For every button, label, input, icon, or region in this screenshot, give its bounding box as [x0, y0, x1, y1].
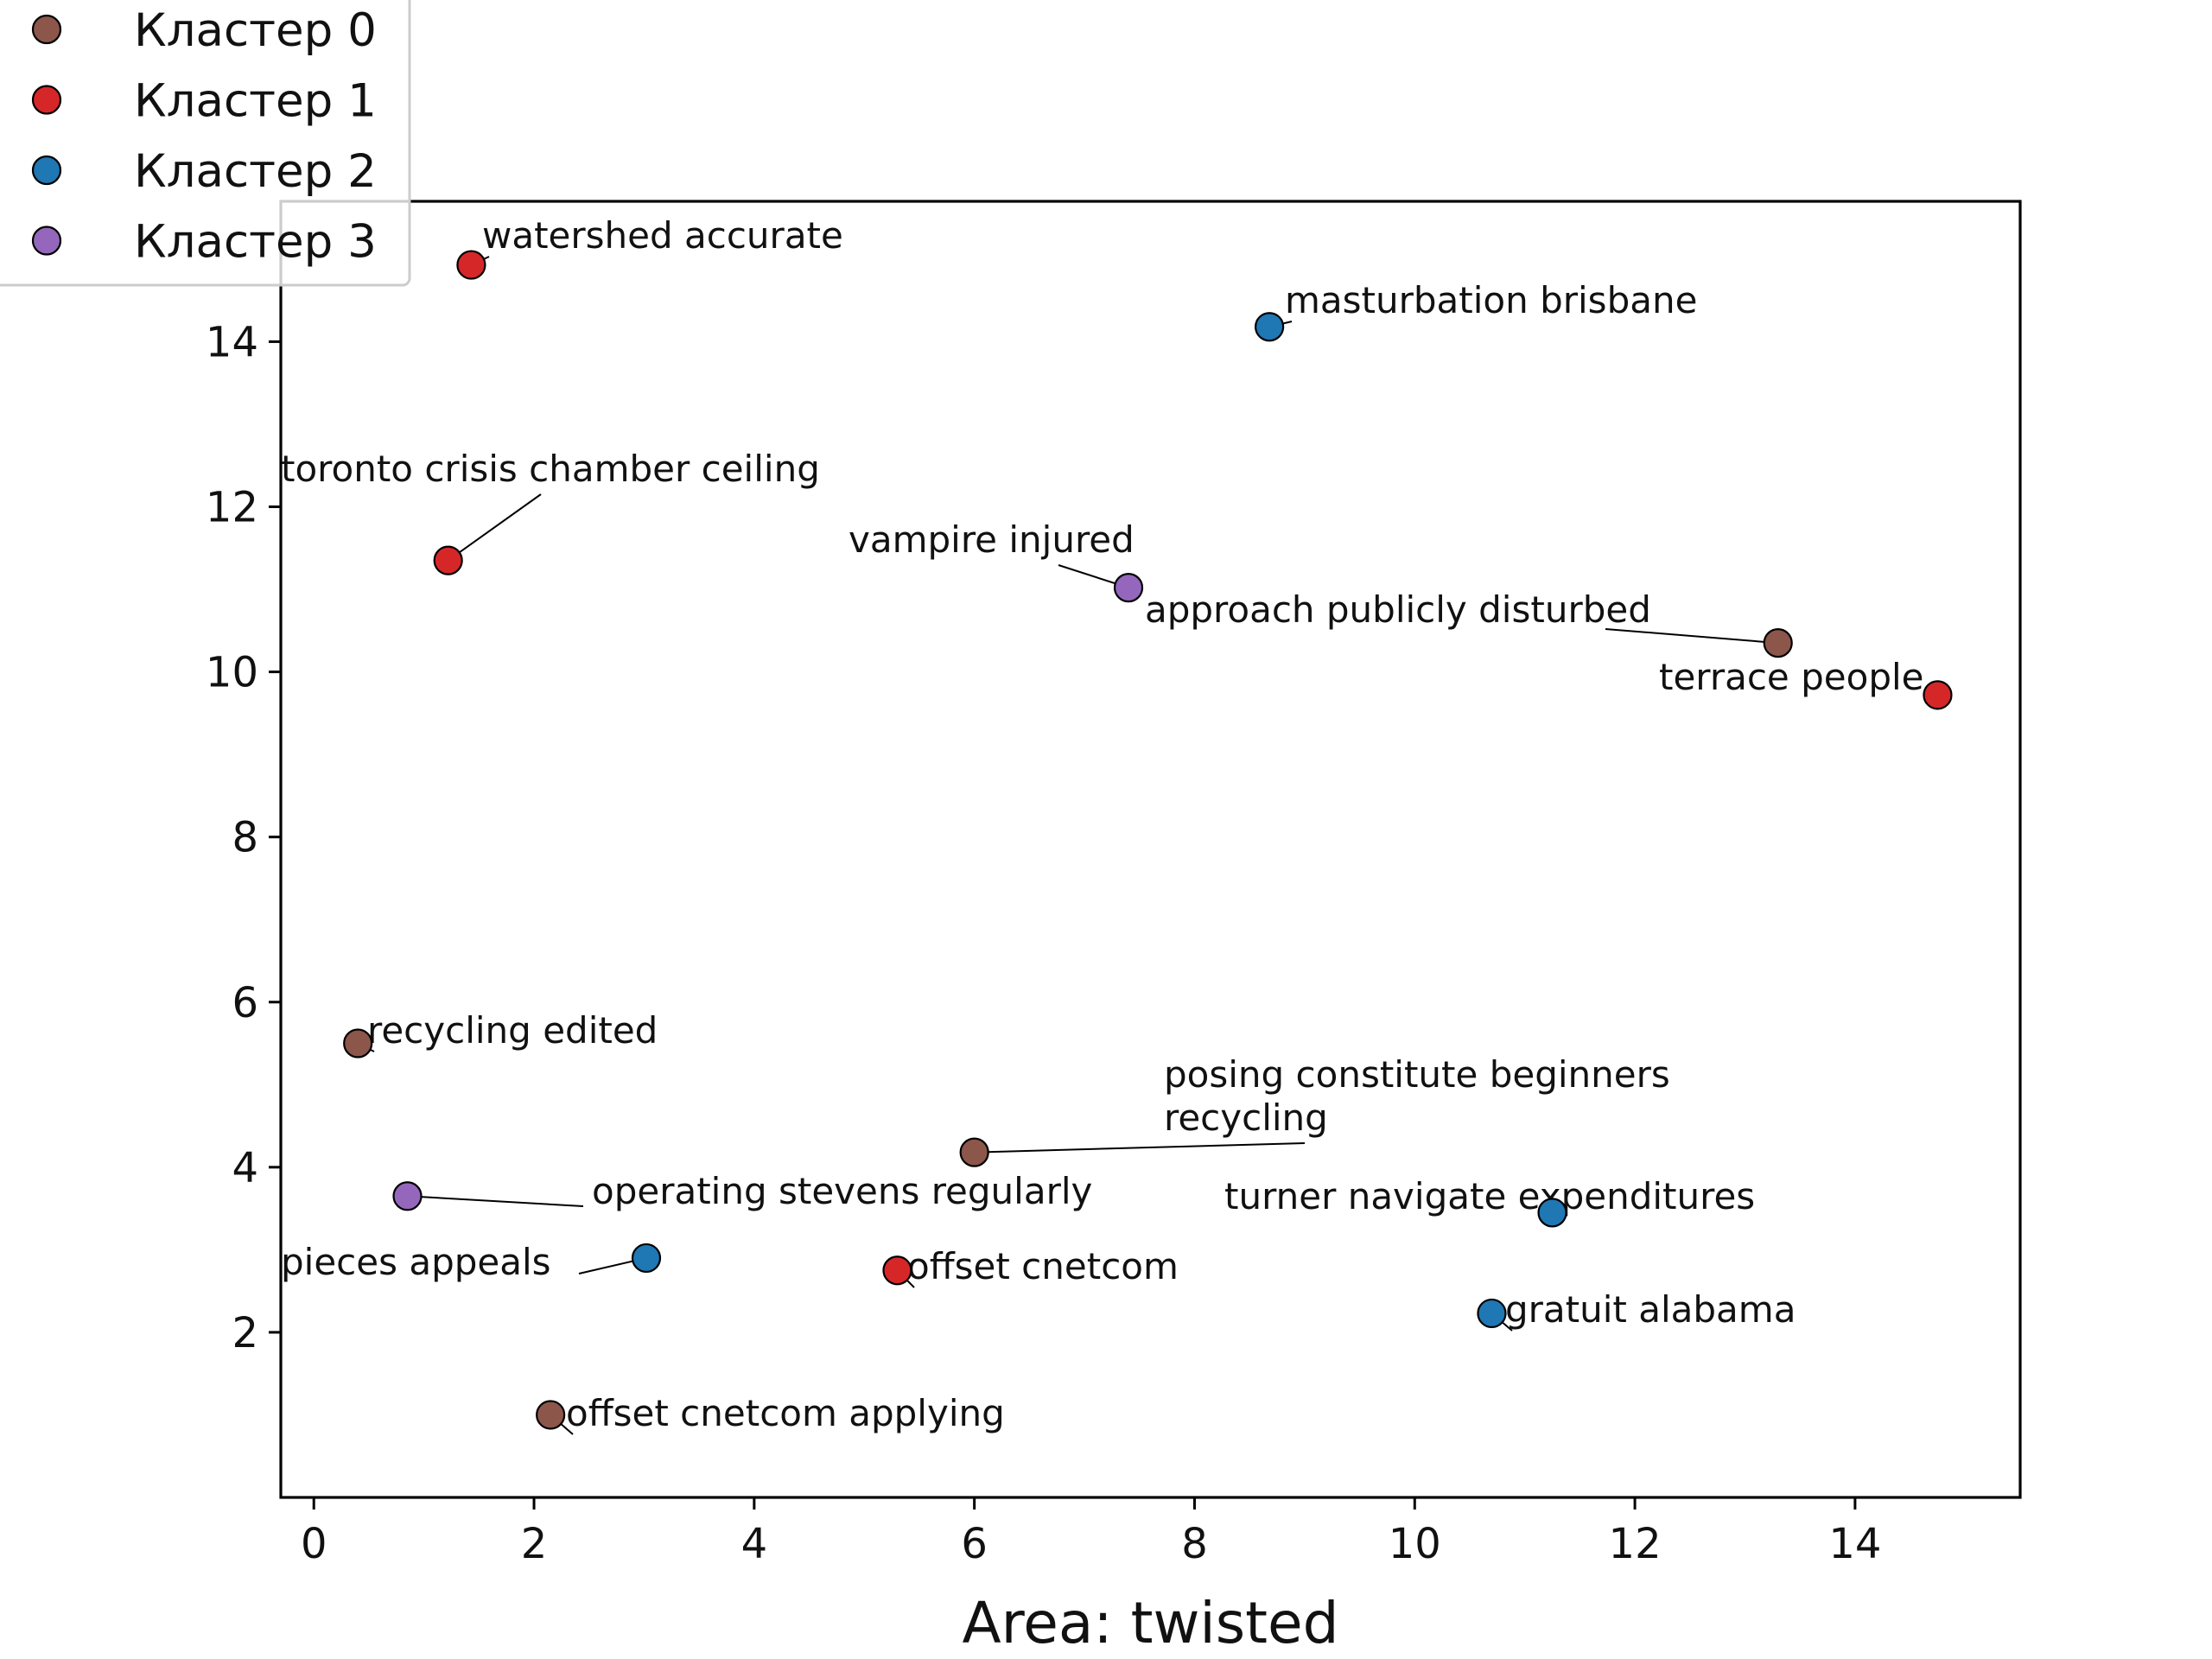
point-label: masturbation brisbane	[1285, 279, 1697, 321]
point-label: recycling	[1164, 1096, 1328, 1139]
point-label: vampire injured	[849, 518, 1135, 561]
legend-marker	[31, 226, 62, 256]
legend-marker	[31, 85, 62, 115]
annotation-leader	[407, 1195, 584, 1207]
point-label: posing constitute beginners	[1164, 1053, 1670, 1096]
data-point	[1477, 1298, 1507, 1329]
point-label: recycling edited	[367, 1009, 658, 1052]
x-tick-label: 10	[1389, 1520, 1441, 1568]
legend-label: Кластер 0	[134, 4, 377, 57]
point-label: watershed accurate	[482, 214, 843, 257]
legend-box	[0, 0, 411, 287]
y-tick-label: 2	[232, 1309, 258, 1357]
data-point	[1113, 573, 1144, 603]
x-tick-label: 8	[1181, 1520, 1208, 1568]
legend-label: Кластер 2	[134, 145, 377, 198]
data-point	[1923, 680, 1953, 710]
point-label: approach publicly disturbed	[1145, 588, 1651, 631]
legend-marker	[31, 14, 62, 45]
point-label: offset cnetcom applying	[566, 1392, 1005, 1434]
x-tick-label: 12	[1609, 1520, 1662, 1568]
data-point	[1763, 628, 1793, 658]
axes: 0 2 4 6 8 10 12 14 2 4 6 8 10 12 14 Area: twisted	[206, 318, 1882, 1656]
y-tick-label: 6	[232, 979, 258, 1027]
y-tick-label: 4	[232, 1144, 258, 1192]
plot-border	[279, 200, 2022, 1499]
y-tick-label: 12	[206, 484, 258, 532]
data-point	[631, 1243, 662, 1274]
point-label: operating stevens regularly	[592, 1170, 1092, 1212]
data-point	[343, 1028, 373, 1058]
y-tick-label: 8	[232, 814, 258, 862]
data-points	[343, 250, 1953, 1430]
annotation-leader	[1605, 628, 1778, 645]
data-point	[959, 1137, 989, 1167]
plot-area	[279, 200, 2022, 1499]
x-tick-label: 6	[961, 1520, 988, 1568]
point-label: gratuit alabama	[1505, 1288, 1796, 1331]
data-point	[882, 1255, 912, 1286]
legend: Кластер 0 Кластер 1 Кластер 2 Кластер 3	[0, 0, 411, 287]
point-label: turner navigate expenditures	[1224, 1175, 1755, 1217]
x-tick-label: 2	[521, 1520, 548, 1568]
data-point	[456, 250, 486, 280]
point-label: pieces appeals	[281, 1241, 551, 1283]
legend-label: Кластер 3	[134, 216, 377, 269]
x-axis-title: Area: twisted	[962, 1590, 1338, 1656]
y-tick-label: 10	[206, 649, 258, 697]
point-annotations: approach publicly disturbed recycling edi…	[281, 214, 1938, 1435]
point-label: offset cnetcom	[907, 1245, 1179, 1287]
data-point	[392, 1181, 423, 1211]
data-point	[1537, 1198, 1567, 1228]
point-label: toronto crisis chamber ceiling	[281, 448, 820, 490]
data-point	[536, 1400, 566, 1430]
point-label: terrace people	[1659, 656, 1924, 698]
legend-label: Кластер 1	[134, 75, 377, 128]
annotation-leader	[448, 493, 542, 562]
data-point	[433, 545, 463, 575]
x-tick-label: 0	[301, 1520, 327, 1568]
y-tick-label: 14	[206, 318, 258, 366]
x-tick-label: 4	[741, 1520, 768, 1568]
annotation-leader	[974, 1142, 1306, 1154]
data-point	[1254, 312, 1285, 342]
x-tick-label: 14	[1828, 1520, 1881, 1568]
legend-marker	[31, 155, 62, 186]
